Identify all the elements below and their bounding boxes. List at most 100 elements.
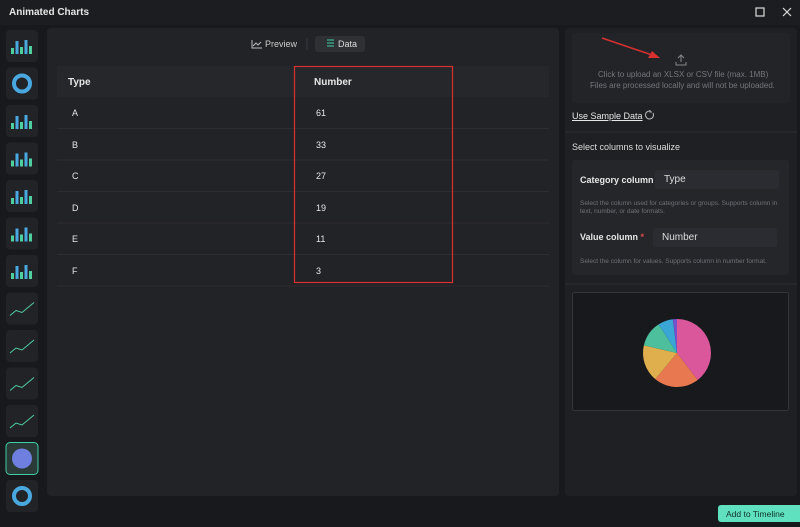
preview-icon (251, 40, 262, 49)
chart-type-icon (6, 67, 38, 100)
icon-line (9, 302, 35, 316)
data-icon (327, 39, 334, 47)
pie-slice (643, 324, 677, 353)
chart-type-icon (6, 405, 38, 437)
icon-bar (20, 122, 23, 129)
table-cell: E (72, 234, 79, 244)
label-text: Value column (580, 232, 639, 242)
tab-preview[interactable]: Preview (265, 39, 298, 49)
table-header (57, 66, 549, 97)
window-title: Animated Charts (9, 7, 90, 18)
chart-type-icon (6, 217, 38, 250)
section-title: Select columns to visualize (572, 142, 681, 152)
icon-bar (20, 159, 23, 167)
icon-bar (15, 191, 19, 204)
tab-data[interactable]: Data (338, 39, 358, 49)
chart-type-icon (6, 480, 38, 512)
upload-text[interactable]: Click to upload an XLSX or CSV file (max… (598, 70, 769, 79)
table-cell: A (72, 108, 79, 118)
upload-box[interactable] (572, 33, 790, 103)
pie-slice (672, 319, 677, 353)
chart-type-icon (6, 30, 38, 62)
icon-bar (29, 271, 32, 279)
icon-bar (24, 115, 28, 129)
icon-bar (20, 47, 23, 54)
field-label: Value column * (580, 232, 644, 242)
icon-bar (15, 41, 19, 54)
value-select[interactable]: Number (653, 228, 777, 247)
icon-line (9, 414, 35, 429)
table-cell: D (72, 202, 79, 213)
category-select[interactable]: Type (655, 170, 779, 189)
chart-type-sidebar (5, 30, 39, 512)
chart-type-icon (6, 330, 38, 362)
table-cell: F (72, 265, 78, 276)
icon-bar (15, 228, 19, 242)
upload-note: Files are processed locally and will not… (590, 81, 775, 90)
icon-bar (24, 190, 28, 204)
table-cell: 19 (316, 202, 327, 213)
icon-bar (20, 197, 23, 204)
icon-bar (24, 152, 28, 167)
maximize-button[interactable] (755, 7, 765, 17)
help-text: Select the column used for categories or… (580, 200, 778, 215)
icon-bar (29, 196, 32, 204)
table-cell: 11 (316, 234, 326, 244)
pie-slice (677, 319, 711, 381)
icon-bar (29, 158, 32, 167)
label-text: Category column (580, 175, 654, 185)
title-bar (0, 0, 800, 25)
main-panel (47, 28, 559, 496)
close-button[interactable] (782, 7, 792, 17)
table-cell: 61 (316, 108, 327, 118)
chart-type-icon (6, 180, 38, 212)
chart-type-icon (6, 105, 38, 137)
icon-bar (24, 265, 28, 279)
chart-type-icon (6, 292, 38, 325)
icon-bar (29, 233, 32, 242)
icon-bar (15, 116, 19, 129)
select-value: Number (662, 232, 698, 243)
chart-type-icon (6, 255, 38, 287)
icon-bar (29, 121, 32, 129)
icon-ring (12, 73, 32, 94)
highlight-box (293, 65, 454, 284)
pie-slice (658, 319, 677, 353)
icon-bar (11, 123, 14, 129)
icon-bar (15, 266, 19, 279)
select-value: Type (664, 174, 686, 185)
sample-link[interactable]: Use Sample Data (572, 111, 643, 121)
column-header: Number (314, 77, 352, 88)
table-cell: 27 (316, 171, 327, 181)
add-button-label[interactable]: Add to Timeline (726, 509, 785, 519)
chart-type-icon (6, 142, 38, 175)
help-text: Select the column for values. Supports c… (580, 258, 767, 265)
pie-chart (643, 319, 711, 387)
icon-line (9, 339, 35, 354)
icon-line (9, 377, 35, 391)
icon-bar (20, 234, 23, 242)
icon-bar (11, 235, 14, 242)
icon-bar (24, 40, 28, 54)
chart-type-icon (6, 367, 38, 400)
refresh-icon[interactable] (645, 110, 654, 120)
icon-bar (11, 48, 14, 54)
icon-bar (24, 227, 28, 242)
add-button[interactable] (718, 505, 800, 522)
pie-slice (655, 353, 698, 387)
icon-bar (11, 198, 14, 204)
icon-ring (12, 486, 32, 506)
icon-bar (11, 160, 14, 167)
row-lines (57, 128, 549, 287)
icon-pie (12, 448, 32, 469)
icon-bar (29, 46, 32, 54)
field-label: Category column * (580, 175, 660, 185)
red-arrow-head (648, 51, 660, 58)
red-arrow (601, 37, 659, 58)
icon-bar (11, 273, 14, 279)
table-cell: C (72, 171, 79, 181)
table-cell: 3 (316, 265, 322, 276)
icon-bar (15, 153, 19, 167)
